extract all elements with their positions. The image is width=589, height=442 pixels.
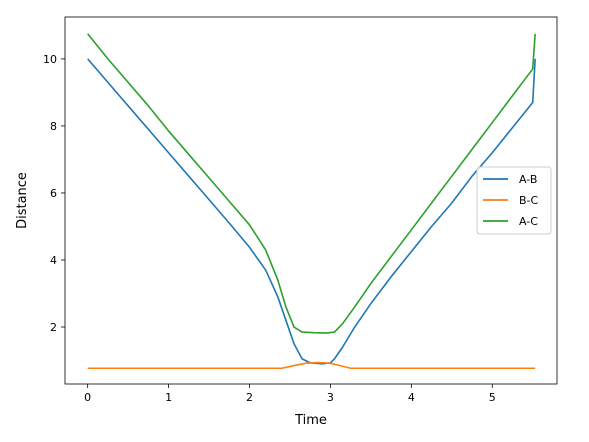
y-tick-label: 6	[50, 187, 57, 200]
y-axis: 2 4 6 8 10	[43, 53, 65, 334]
plot-area	[64, 16, 558, 385]
y-tick-label: 4	[50, 254, 57, 267]
y-axis-label: Distance	[15, 172, 30, 229]
plot-frame	[64, 16, 558, 385]
x-tick-label: 1	[165, 391, 172, 404]
series-line-a-c	[87, 33, 536, 334]
x-tick-label: 2	[246, 391, 253, 404]
legend-label-a-c: A-C	[519, 215, 538, 228]
legend-label-b-c: B-C	[519, 194, 539, 207]
y-tick-label: 8	[50, 120, 57, 133]
x-axis-label: Time	[294, 413, 327, 428]
x-tick-label: 0	[84, 391, 91, 404]
legend-box	[476, 166, 552, 235]
legend-label-a-b: A-B	[519, 173, 537, 186]
series-line-b-c	[87, 361, 536, 370]
legend: A-B B-C A-C	[476, 166, 552, 235]
y-tick-label: 2	[50, 321, 57, 334]
y-tick-label: 10	[43, 53, 57, 66]
x-tick-label: 3	[327, 391, 334, 404]
x-tick-label: 4	[408, 391, 415, 404]
series-layer	[87, 33, 536, 370]
x-tick-label: 5	[489, 391, 496, 404]
x-axis: 0 1 2 3 4 5	[84, 384, 496, 404]
